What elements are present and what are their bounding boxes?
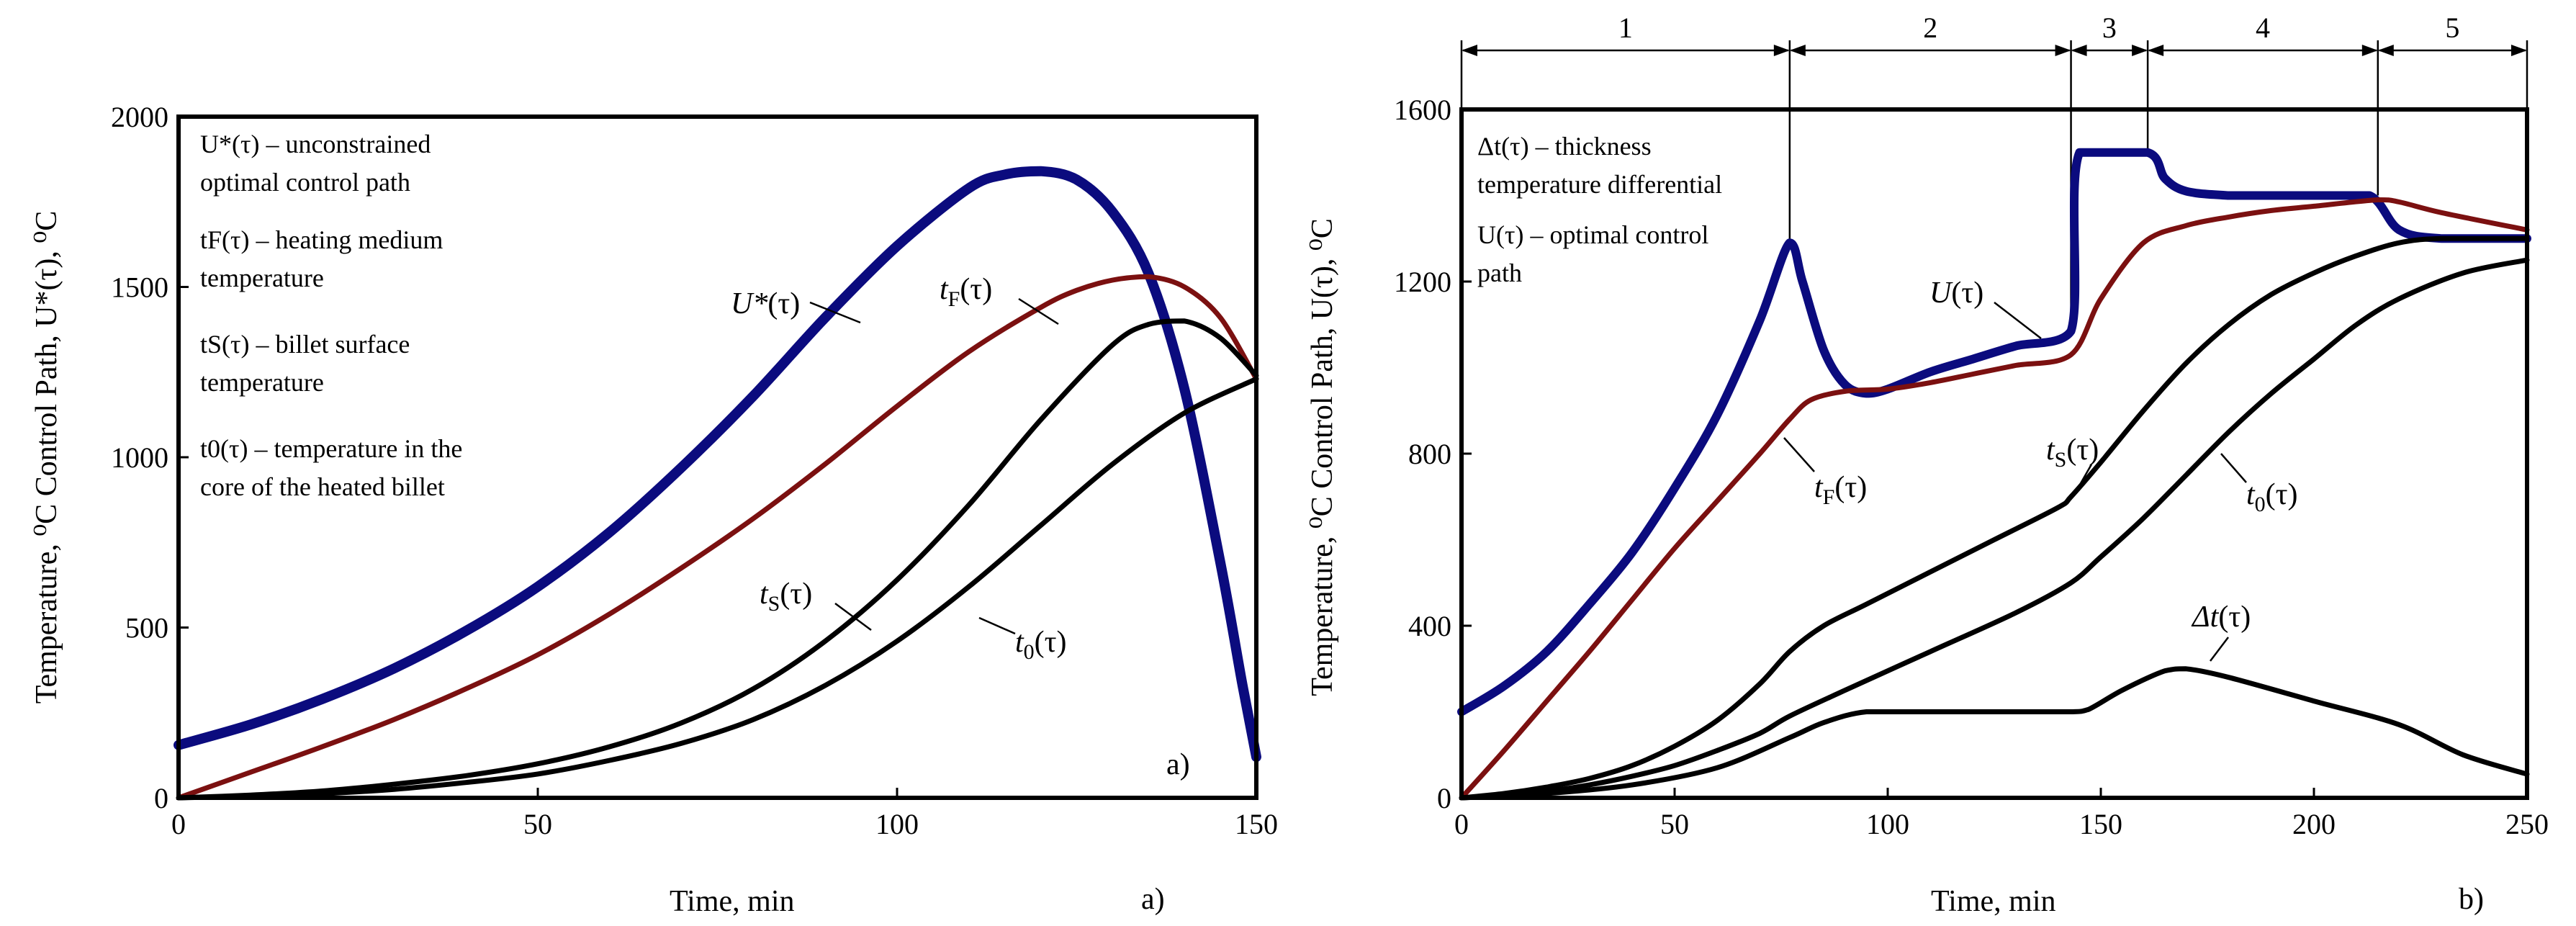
- x-tick-label-b-1: 50: [1660, 808, 1689, 840]
- series-line-b-0: [1457, 148, 2531, 716]
- y-tick-label-b-3: 1200: [1394, 266, 1451, 298]
- panel-a-tag: a): [1141, 883, 1165, 916]
- label-b-ts: tS(τ): [2046, 433, 2099, 472]
- x-axis-label-b: Time, min: [1931, 885, 2056, 918]
- y-axis-label-b: Temperature, ⁰C Control Path, U(τ), ⁰C: [1306, 218, 1339, 696]
- x-tick-label-a-3: 150: [1235, 808, 1278, 840]
- phase-label-2: 2: [1923, 12, 1937, 44]
- y-tick-label-a-4: 2000: [111, 101, 168, 133]
- legend-a-line-4: temperature: [200, 264, 324, 292]
- legend-b-line-4: path: [1477, 259, 1522, 287]
- y-axis-label-a: Temperature, ⁰C Control Path, U*(τ), ⁰C: [30, 211, 63, 704]
- label-a-u-star: U*(τ): [731, 287, 800, 320]
- y-tick-label-b-4: 1600: [1394, 94, 1451, 126]
- series-line-b-1: [1459, 197, 2530, 801]
- y-tick-label-a-2: 1000: [111, 441, 168, 474]
- phase-label-4: 4: [2256, 12, 2270, 44]
- panel-b-chart: 0 50 100 150 200 250 0 400 800 1200 1600 1 2 3 4 5 Δt(…: [1306, 12, 2549, 918]
- x-axis-label-a: Time, min: [670, 885, 795, 918]
- label-b-delta-t: Δt(τ): [2191, 601, 2251, 634]
- series-line-a-2: [176, 318, 1259, 801]
- legend-b-line-2: temperature differential: [1477, 170, 1722, 199]
- x-tick-label-b-0: 0: [1454, 808, 1469, 840]
- legend-a-line-8: core of the heated billet: [200, 472, 445, 501]
- x-tick-label-b-5: 250: [2505, 808, 2549, 840]
- series-line-b-3: [1459, 257, 2530, 801]
- panel-a-legend: U*(τ) – unconstrained optimal control pa…: [200, 130, 462, 501]
- label-a-t0: t0(τ): [1015, 626, 1067, 664]
- y-tick-label-a-0: 0: [154, 782, 168, 814]
- phase-label-1: 1: [1618, 12, 1633, 44]
- label-b-tf: tF(τ): [1814, 471, 1867, 509]
- panel-b-tag: b): [2459, 883, 2484, 916]
- legend-a-line-3: tF(τ) – heating medium: [200, 225, 443, 254]
- panel-a-inner-tag: a): [1166, 748, 1190, 781]
- x-tick-label-b-3: 150: [2079, 808, 2122, 840]
- series-line-b-2: [1459, 235, 2530, 801]
- series-line-a-3: [176, 376, 1259, 801]
- label-b-t0: t0(τ): [2246, 478, 2298, 516]
- series-line-a-0: [174, 166, 1261, 763]
- legend-a-line-5: tS(τ) – billet surface: [200, 330, 410, 359]
- x-tick-label-b-2: 100: [1866, 808, 1909, 840]
- label-a-tf: tF(τ): [940, 273, 992, 311]
- y-tick-label-b-1: 400: [1408, 610, 1451, 642]
- panel-b-legend: Δt(τ) – thickness temperature differenti…: [1477, 132, 1722, 287]
- label-a-ts: tS(τ): [760, 577, 812, 616]
- x-tick-label-b-4: 200: [2292, 808, 2336, 840]
- label-b-u: U(τ): [1929, 277, 1983, 310]
- x-tick-label-a-0: 0: [171, 808, 186, 840]
- legend-b-line-3: U(τ) – optimal control: [1477, 220, 1708, 249]
- x-tick-label-a-1: 50: [523, 808, 552, 840]
- y-tick-label-b-0: 0: [1437, 782, 1451, 814]
- legend-a-line-2: optimal control path: [200, 168, 410, 197]
- y-tick-label-b-2: 800: [1408, 438, 1451, 470]
- y-tick-label-a-1: 500: [125, 612, 168, 644]
- y-tick-label-a-3: 1500: [111, 271, 168, 304]
- phase-annotations: 1 2 3 4 5: [1462, 12, 2527, 56]
- series-line-a-1: [176, 274, 1259, 801]
- legend-a-line-6: temperature: [200, 368, 324, 397]
- legend-a-line-7: t0(τ) – temperature in the: [200, 434, 462, 463]
- x-tick-label-a-2: 100: [875, 808, 919, 840]
- series-line-b-4: [1459, 666, 2530, 801]
- legend-b-line-1: Δt(τ) – thickness: [1477, 132, 1652, 161]
- legend-a-line-1: U*(τ) – unconstrained: [200, 130, 431, 158]
- phase-label-3: 3: [2102, 12, 2117, 44]
- phase-label-5: 5: [2445, 12, 2459, 44]
